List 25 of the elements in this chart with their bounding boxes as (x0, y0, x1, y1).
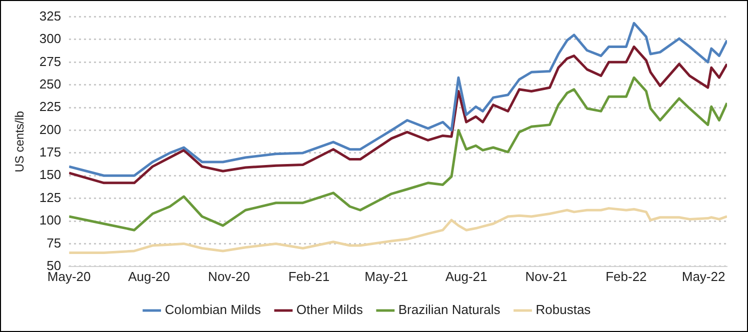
y-tick-label: 75 (46, 235, 62, 250)
y-tick-label: 100 (39, 212, 62, 228)
x-tick-label: May-21 (364, 268, 408, 284)
x-tick-label: Feb-22 (606, 268, 647, 284)
y-tick-label: 275 (39, 54, 62, 69)
x-tick-label: Nov-20 (208, 268, 250, 284)
y-tick-label: 200 (39, 122, 62, 137)
y-tick-label: 175 (39, 144, 62, 160)
y-tick-label: 50 (46, 258, 62, 273)
y-tick-label: 150 (39, 167, 62, 182)
legend-label: Robustas (536, 302, 592, 318)
x-tick-label: May-22 (682, 268, 726, 284)
y-tick-label: 125 (39, 190, 62, 205)
legend-label: Other Milds (296, 302, 364, 318)
y-tick-label: 225 (39, 99, 62, 114)
x-tick-label: Nov-21 (525, 268, 568, 284)
legend-label: Colombian Milds (164, 302, 262, 318)
y-tick-label: 250 (39, 76, 62, 92)
x-tick-label: Feb-21 (288, 268, 330, 284)
x-tick-label: Aug-20 (128, 268, 170, 284)
legend-label: Brazilian Naturals (398, 302, 501, 318)
y-tick-label: 300 (39, 31, 62, 46)
y-tick-label: 325 (39, 8, 62, 24)
x-tick-label: Aug-21 (445, 268, 488, 284)
y-axis-title: US cents/lb (12, 110, 27, 172)
